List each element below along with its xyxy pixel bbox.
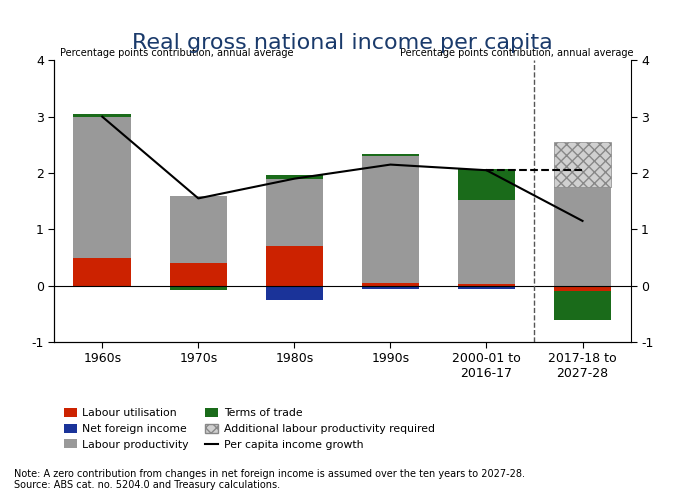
Legend: Labour utilisation, Net foreign income, Labour productivity, Terms of trade, Add: Labour utilisation, Net foreign income, … [60, 404, 439, 454]
Title: Real gross national income per capita: Real gross national income per capita [132, 33, 553, 53]
Bar [554, 142, 612, 187]
Bar [361, 154, 419, 156]
Bar [361, 156, 419, 283]
Bar [458, 200, 515, 284]
Bar [361, 286, 419, 289]
Bar [458, 284, 515, 286]
Bar [266, 175, 323, 179]
Text: Percentage points contribution, annual average: Percentage points contribution, annual a… [400, 48, 633, 57]
Bar [266, 246, 323, 286]
Bar [554, 286, 612, 291]
Bar [361, 283, 419, 286]
Bar [458, 169, 515, 200]
Bar [554, 187, 612, 286]
Text: Note: A zero contribution from changes in net foreign income is assumed over the: Note: A zero contribution from changes i… [14, 469, 525, 490]
Bar [554, 291, 612, 319]
Text: Percentage points contribution, annual average: Percentage points contribution, annual a… [60, 48, 294, 57]
Bar [266, 286, 323, 300]
Bar [170, 286, 227, 290]
Bar [73, 258, 131, 286]
Bar [266, 179, 323, 246]
Bar [170, 196, 227, 263]
Bar [73, 117, 131, 258]
Bar [170, 263, 227, 286]
Bar [73, 114, 131, 117]
Bar [458, 286, 515, 289]
